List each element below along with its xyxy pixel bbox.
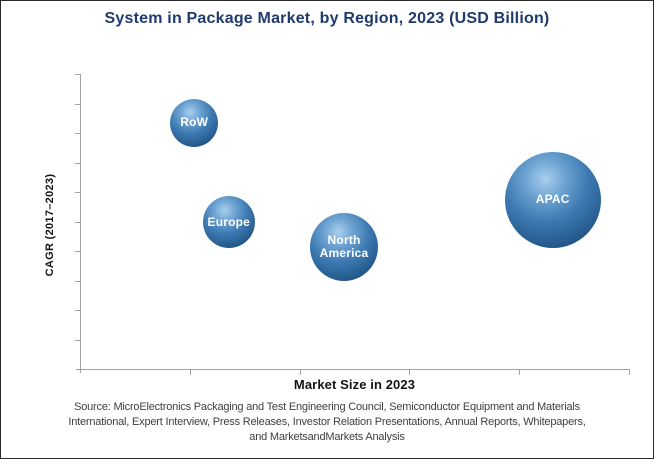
y-axis-title: CAGR (2017–2023) xyxy=(44,173,56,277)
bubble-europe: Europe xyxy=(202,196,255,249)
y-axis-tick xyxy=(75,192,80,193)
source-note: Source: MicroElectronics Packaging and T… xyxy=(7,400,647,445)
chart-title: System in Package Market, by Region, 202… xyxy=(104,10,550,27)
y-axis-tick xyxy=(75,251,80,252)
bubble-label: RoW xyxy=(180,115,209,130)
bubble-label: North America xyxy=(319,232,369,260)
bubble-apac: APAC xyxy=(504,151,601,248)
y-axis-tick xyxy=(75,133,80,134)
x-axis-tick xyxy=(299,370,301,375)
bubble-label: Europe xyxy=(207,214,251,229)
y-axis-line xyxy=(80,74,81,373)
y-axis-tick xyxy=(75,310,80,311)
y-axis-tick xyxy=(75,74,80,75)
x-axis-tick xyxy=(189,370,191,375)
source-line-2: International, Expert Interview, Press R… xyxy=(68,416,586,428)
bubble-label: APAC xyxy=(535,192,570,207)
plot-area: RoW Europe North America APAC xyxy=(80,74,629,369)
source-line-1: Source: MicroElectronics Packaging and T… xyxy=(74,401,580,413)
x-axis-line xyxy=(76,369,630,370)
x-axis-title: Market Size in 2023 xyxy=(293,377,416,392)
y-axis-tick xyxy=(75,162,80,164)
x-axis-tick xyxy=(519,370,521,375)
y-axis-tick xyxy=(75,103,80,105)
y-axis-tick xyxy=(75,339,80,341)
source-line-3: and MarketsandMarkets Analysis xyxy=(249,431,405,443)
x-axis-tick xyxy=(629,370,630,375)
y-axis-tick xyxy=(75,280,80,282)
bubble-row: RoW xyxy=(170,98,219,147)
y-axis-tick xyxy=(75,221,80,223)
bubble-north-america: North America xyxy=(310,212,379,281)
x-axis-tick xyxy=(409,370,411,375)
